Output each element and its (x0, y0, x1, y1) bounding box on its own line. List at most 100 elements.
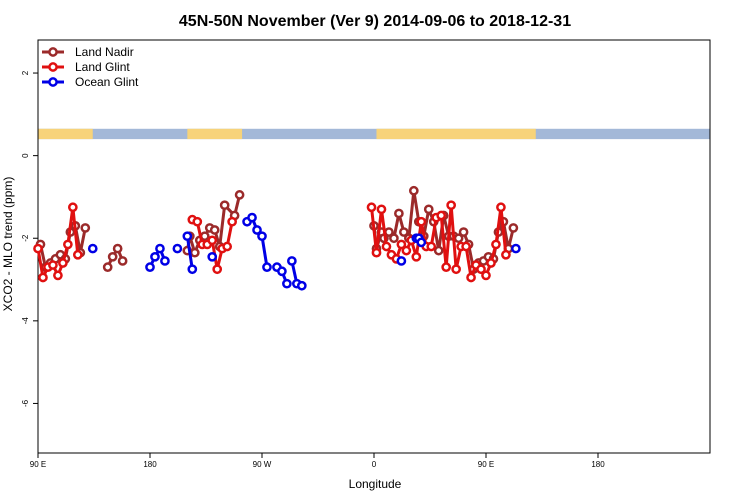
data-point (441, 262, 452, 272)
data-point (222, 241, 233, 252)
data-point (416, 237, 427, 248)
data-point (296, 280, 307, 291)
data-point (247, 212, 257, 223)
data-point (257, 231, 267, 242)
data-point (451, 264, 461, 275)
x-axis-label: Longitude (349, 477, 402, 491)
map-land (38, 128, 93, 140)
data-point (496, 202, 506, 213)
legend-item: Land Glint (42, 60, 130, 74)
legend-item: Land Nadir (42, 45, 134, 59)
y-tick-label: -6 (21, 399, 30, 407)
data-point (476, 264, 486, 275)
x-tick-label: 90 E (30, 460, 46, 469)
data-point (371, 247, 382, 258)
data-point (416, 216, 427, 227)
data-point (287, 256, 297, 266)
data-point (160, 256, 170, 266)
data-point (207, 235, 218, 246)
data-point (212, 264, 223, 275)
data-point (182, 231, 193, 242)
data-point (107, 251, 118, 262)
data-point (481, 270, 491, 281)
series-line (185, 235, 194, 270)
data-point (58, 258, 68, 268)
x-tick-label: 90 E (478, 460, 494, 469)
data-point (501, 249, 511, 260)
data-point (117, 256, 128, 266)
legend-swatch-marker (48, 62, 58, 72)
map-strip (38, 128, 710, 140)
data-point (219, 200, 230, 211)
data-point (491, 239, 501, 250)
map-land (187, 128, 243, 140)
series-land-glint (33, 200, 511, 283)
data-point (72, 249, 83, 260)
data-point (396, 239, 407, 250)
data-point (389, 233, 399, 244)
data-point (426, 241, 437, 252)
legend-item: Ocean Glint (42, 75, 139, 89)
data-point (192, 216, 203, 227)
data-point (423, 204, 434, 215)
data-point (458, 227, 469, 237)
data-point (262, 262, 272, 272)
map-ocean (38, 128, 710, 140)
legend-swatch-marker (48, 77, 58, 87)
x-tick-label: 180 (143, 460, 157, 469)
data-point (145, 262, 155, 272)
axes: 90 E 180 90 W 0 90 E 180 -6 -4 -2 0 2 (21, 39, 711, 469)
series-layer (33, 185, 521, 291)
data-point (446, 200, 457, 211)
data-point (466, 272, 476, 283)
data-point (67, 202, 78, 213)
legend-label: Land Nadir (75, 45, 134, 59)
data-point (408, 185, 419, 196)
data-point (63, 239, 73, 250)
data-point (48, 260, 58, 270)
x-tick-label: 0 (372, 460, 377, 469)
data-point (187, 264, 198, 275)
chart-title: 45N-50N November (Ver 9) 2014-09-06 to 2… (179, 13, 571, 30)
data-point (461, 241, 471, 252)
y-tick-label: 2 (21, 70, 30, 75)
data-point (172, 243, 183, 254)
data-point (282, 278, 292, 289)
data-point (376, 204, 387, 215)
data-point (102, 262, 113, 272)
data-point (277, 266, 287, 277)
data-point (150, 251, 160, 262)
data-point (189, 247, 200, 258)
data-point (33, 243, 43, 254)
x-tick-label: 90 W (253, 460, 272, 469)
data-point (508, 223, 519, 233)
y-tick-label: -2 (21, 234, 30, 242)
y-tick-label: 0 (21, 153, 30, 158)
legend-swatch-marker (48, 47, 58, 57)
data-point (411, 251, 422, 262)
data-point (209, 225, 220, 235)
series-ocean-glint (87, 212, 521, 291)
data-point (433, 245, 444, 256)
data-point (112, 243, 123, 254)
legend-label: Land Glint (75, 60, 130, 74)
data-point (38, 272, 48, 283)
data-point (436, 210, 447, 221)
data-point (80, 223, 91, 233)
y-tick-label: -4 (21, 317, 30, 325)
legend-label: Ocean Glint (75, 75, 139, 89)
data-point (401, 245, 412, 256)
data-point (396, 256, 407, 266)
data-point (486, 258, 496, 268)
data-point (399, 227, 409, 237)
x-tick-label: 180 (591, 460, 605, 469)
data-point (394, 208, 404, 219)
data-point (234, 190, 245, 200)
data-point (53, 270, 63, 281)
data-point (87, 243, 98, 254)
data-point (207, 251, 218, 262)
data-point (155, 243, 165, 254)
data-point (227, 216, 237, 227)
